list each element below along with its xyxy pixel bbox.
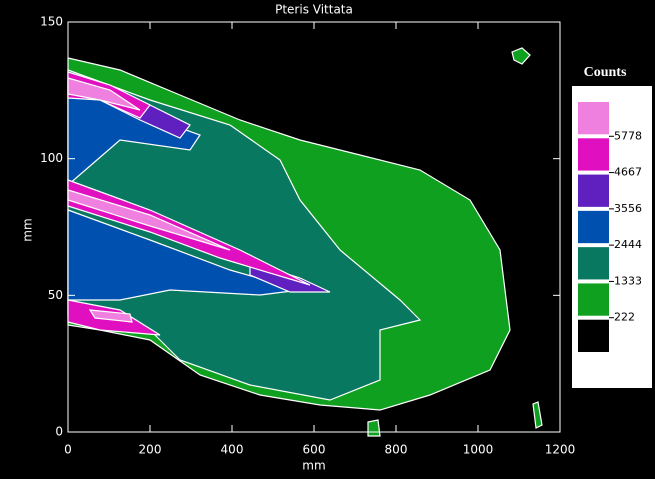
chart-title: Pteris Vittata <box>275 3 353 17</box>
colorbar-title: Counts <box>584 65 627 80</box>
colorbar-label: 5778 <box>614 129 642 142</box>
x-tick-label: 1200 <box>545 443 576 457</box>
colorbar-swatch <box>578 102 609 135</box>
colorbar-label: 222 <box>614 311 635 324</box>
contour-region <box>511 47 531 65</box>
contour-region <box>367 419 381 437</box>
colorbar-label: 4667 <box>614 166 642 179</box>
y-tick-label: 50 <box>48 288 63 302</box>
contour-region <box>88 309 133 323</box>
y-tick-label: 0 <box>55 425 63 439</box>
x-tick-label: 0 <box>64 443 72 457</box>
contours <box>67 47 543 437</box>
colorbar-swatch <box>578 247 609 280</box>
colorbar-label: 1333 <box>614 274 642 287</box>
contour-region <box>67 209 301 301</box>
y-axis-label: mm <box>21 218 35 241</box>
colorbar-swatch <box>578 138 609 171</box>
x-tick-label: 1000 <box>463 443 494 457</box>
colorbar-swatch <box>578 283 609 316</box>
x-tick-label: 600 <box>303 443 326 457</box>
colorbar-label: 2444 <box>614 238 642 251</box>
x-tick-label: 200 <box>139 443 162 457</box>
y-tick-label: 150 <box>40 15 63 29</box>
contour-region <box>532 401 543 429</box>
colorbar-swatch <box>578 319 609 352</box>
colorbar-label: 3556 <box>614 202 642 215</box>
colorbar-swatch <box>578 210 609 244</box>
y-tick-label: 100 <box>40 151 63 165</box>
contour-region <box>67 69 422 401</box>
x-tick-label: 400 <box>221 443 244 457</box>
x-tick-label: 800 <box>385 443 408 457</box>
colorbar-swatch <box>578 174 609 207</box>
x-axis-label: mm <box>302 459 325 473</box>
